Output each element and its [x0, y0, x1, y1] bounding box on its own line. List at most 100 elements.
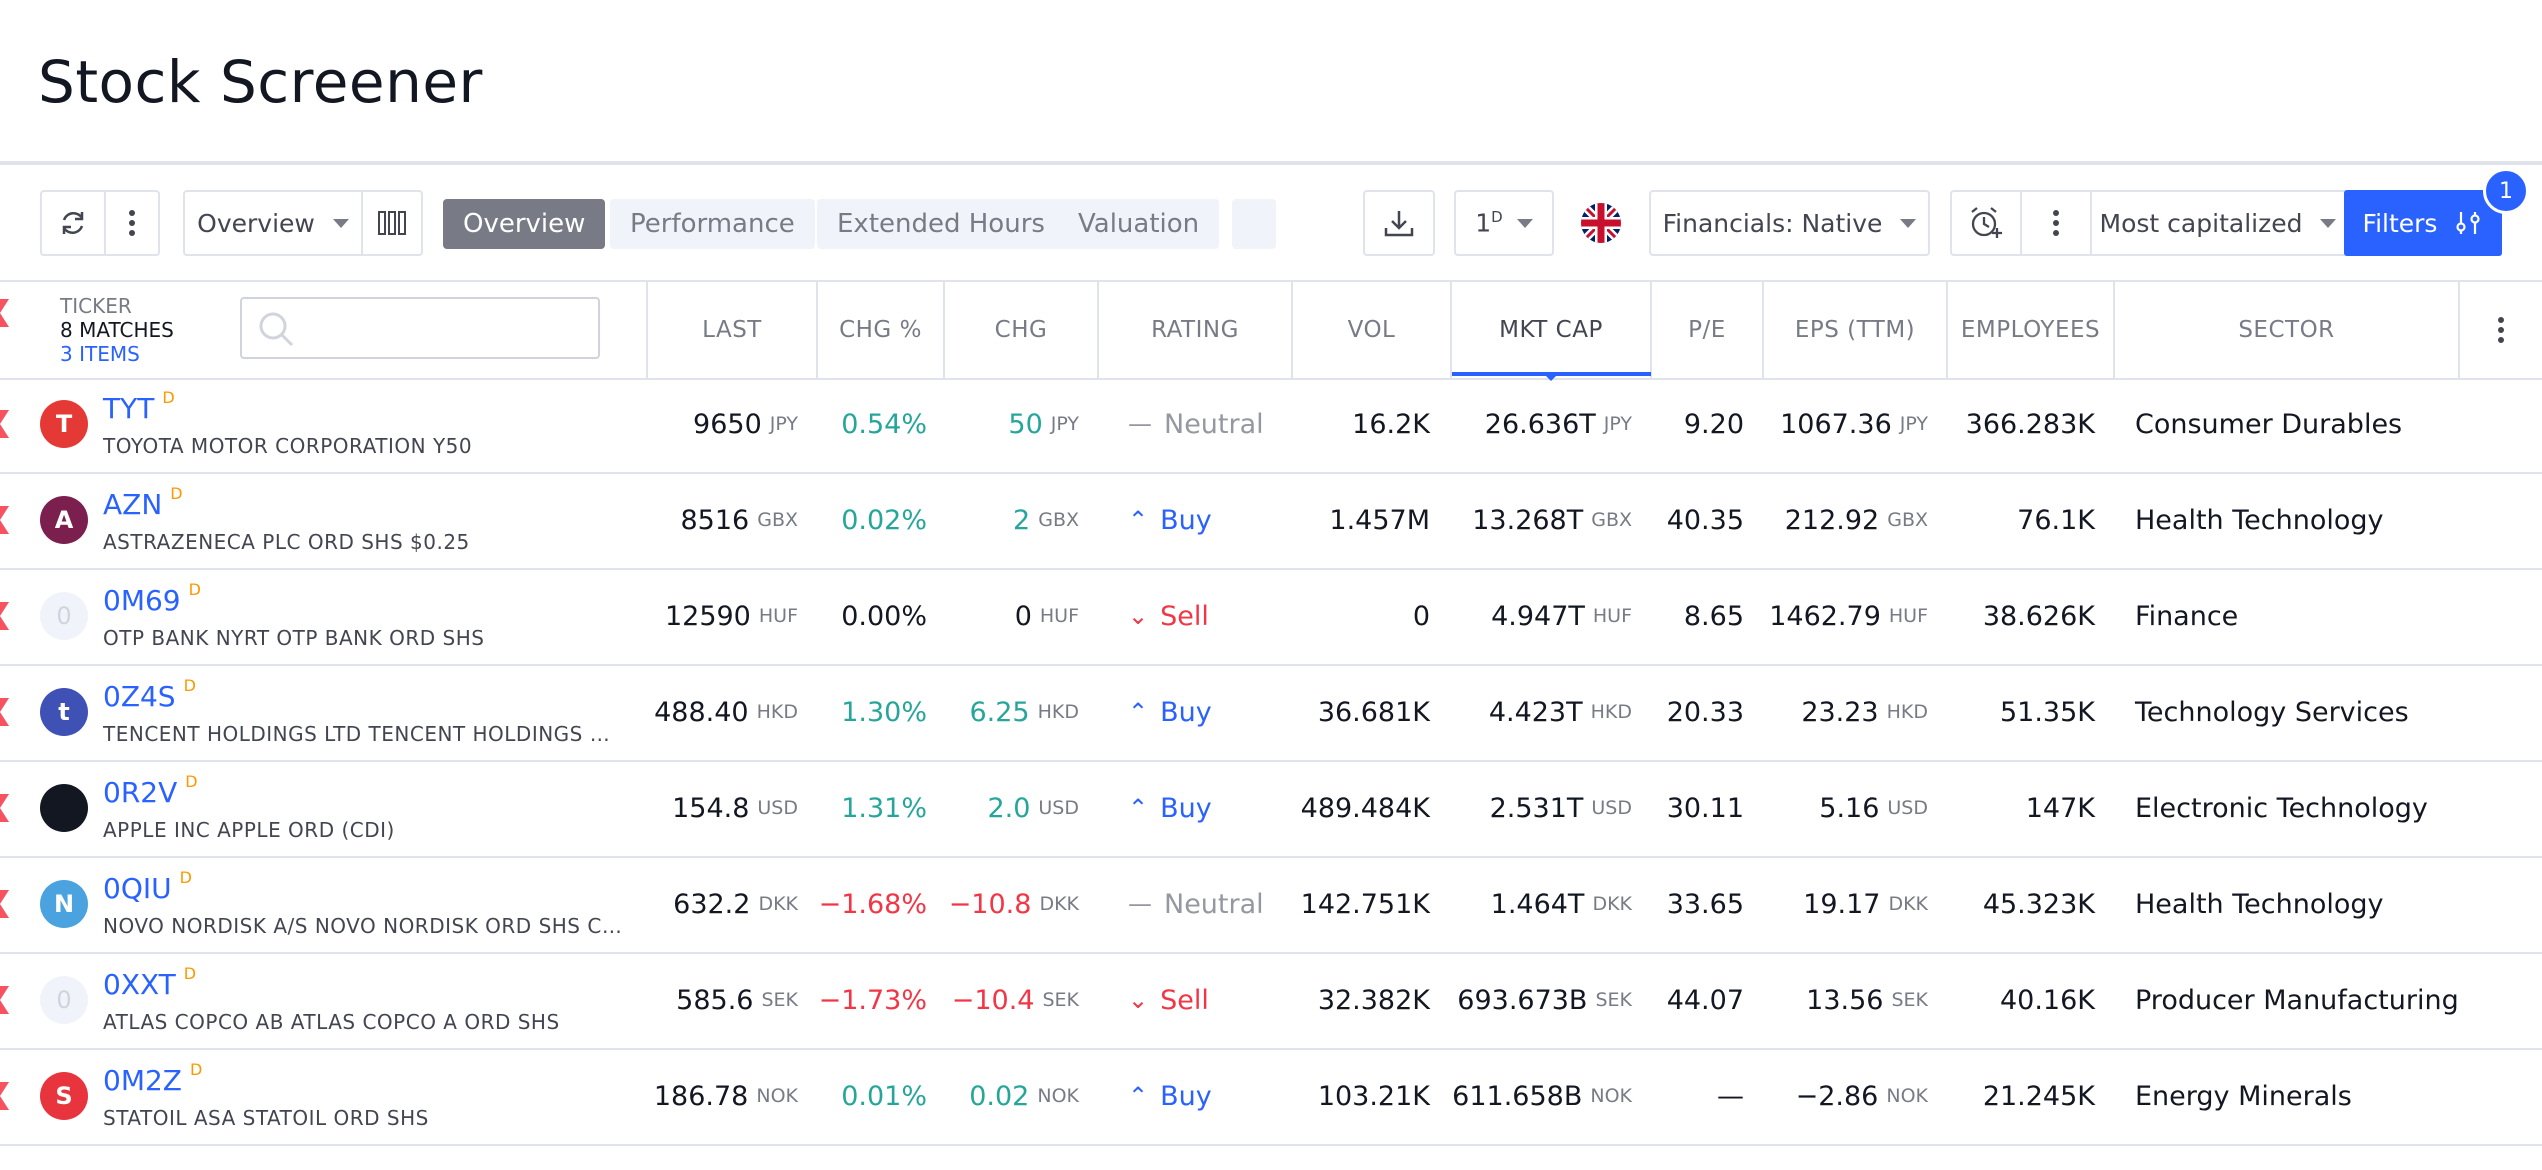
flag-marker-icon[interactable] [0, 602, 9, 630]
flag-marker-icon[interactable] [0, 794, 9, 822]
more-options-button[interactable] [104, 190, 160, 256]
ticker-symbol-link[interactable]: AZN D [103, 484, 183, 521]
tab-extended-hours[interactable]: Extended Hours [817, 199, 1065, 249]
table-row[interactable]: 0 0M69 D OTP BANK NYRT OTP BANK ORD SHS 1… [0, 568, 2542, 666]
col-eps[interactable]: EPS (TTM) [1764, 282, 1948, 378]
eps-value: 23.23 [1801, 696, 1879, 728]
filters-button[interactable]: Filters [2344, 190, 2502, 256]
ticker-symbol-link[interactable]: 0R2V D [103, 772, 198, 809]
table-row[interactable]: T TYT D TOYOTA MOTOR CORPORATION Y50 9650… [0, 376, 2542, 474]
currency: GBX [1038, 509, 1079, 531]
financials-select[interactable]: Financials: Native [1649, 190, 1930, 256]
currency: HKD [756, 701, 798, 723]
currency: GBX [1887, 509, 1928, 531]
employees: 147K [2025, 792, 2095, 824]
delay-flag: D [179, 868, 192, 887]
delay-flag: D [162, 388, 175, 407]
flag-marker-icon[interactable] [0, 890, 9, 918]
flag-marker-icon[interactable] [0, 986, 9, 1014]
dash-icon: — [1128, 410, 1152, 438]
ticker-symbol-link[interactable]: 0QIU D [103, 868, 192, 905]
employees: 45.323K [1982, 888, 2095, 920]
financials-label: Financials: Native [1662, 208, 1883, 238]
table-row[interactable]: A AZN D ASTRAZENECA PLC ORD SHS $0.25 851… [0, 472, 2542, 570]
col-rating[interactable]: RATING [1099, 282, 1293, 378]
flag-marker-icon[interactable] [0, 698, 9, 726]
change-value: 2 GBX [945, 472, 1079, 568]
interval-select[interactable]: 1D [1454, 190, 1554, 256]
table-row[interactable]: t 0Z4S D TENCENT HOLDINGS LTD TENCENT HOL… [0, 664, 2542, 762]
ticker-symbol-link[interactable]: 0XXT D [103, 964, 197, 1001]
flag-marker-icon[interactable] [0, 410, 9, 438]
eps-ttm: 13.56 SEK [1764, 952, 1928, 1048]
refresh-button[interactable] [40, 190, 106, 256]
alert-options-button[interactable] [2020, 190, 2092, 256]
columns-button[interactable] [361, 190, 423, 256]
eps-value: 5.16 [1819, 792, 1880, 824]
column-settings-button[interactable] [2460, 282, 2542, 378]
ticker-search-input[interactable] [240, 297, 600, 359]
rating: ⌄ Sell [1128, 568, 1298, 664]
view-select[interactable]: Overview [183, 190, 363, 256]
currency: HKD [1037, 701, 1079, 723]
download-button[interactable] [1363, 190, 1435, 256]
ticker-symbol-link[interactable]: TYT D [103, 388, 175, 425]
ticker-symbol-link[interactable]: 0Z4S D [103, 676, 196, 713]
chevron-down-icon [2320, 218, 2337, 228]
rating-label: Buy [1160, 1080, 1212, 1112]
col-sector[interactable]: SECTOR [2115, 282, 2460, 378]
eps-ttm: 1462.79 HUF [1764, 568, 1928, 664]
page-title: Stock Screener [38, 48, 483, 116]
tab-overview[interactable]: Overview [443, 199, 606, 249]
col-employees[interactable]: EMPLOYEES [1948, 282, 2115, 378]
last-price: 585.6 SEK [648, 952, 798, 1048]
change-amount: 0.02 [969, 1080, 1030, 1112]
table-row[interactable]: N 0QIU D NOVO NORDISK A/S NOVO NORDISK OR… [0, 856, 2542, 954]
currency: HUF [1888, 605, 1928, 627]
rating-label: Buy [1160, 792, 1212, 824]
col-chg-pct[interactable]: CHG % [818, 282, 945, 378]
company-logo-icon: 0 [40, 976, 88, 1024]
last-value: 488.40 [654, 696, 749, 728]
col-pe[interactable]: P/E [1652, 282, 1764, 378]
flag-marker-icon[interactable] [0, 506, 9, 534]
currency: USD [1038, 797, 1079, 819]
table-row[interactable]: 0R2V D APPLE INC APPLE ORD (CDI) 154.8 USD… [0, 760, 2542, 858]
view-select-label: Overview [197, 208, 315, 238]
company-name: TOYOTA MOTOR CORPORATION Y50 [103, 434, 473, 458]
more-tabs-button[interactable] [1232, 199, 1276, 249]
eps-value: 13.56 [1806, 984, 1884, 1016]
tab-valuation[interactable]: Valuation [1058, 199, 1220, 249]
col-vol[interactable]: VOL [1293, 282, 1452, 378]
change-value: 6.25 HKD [945, 664, 1079, 760]
volume: 103.21K [1317, 1080, 1430, 1112]
tab-performance[interactable]: Performance [610, 199, 815, 249]
columns-icon [378, 211, 406, 235]
market-cap: 4.423T HKD [1452, 664, 1632, 760]
ticker-symbol-link[interactable]: 0M69 D [103, 580, 201, 617]
download-icon [1384, 211, 1414, 237]
currency: GBX [1591, 509, 1632, 531]
rating: — Neutral [1128, 376, 1298, 472]
sort-preset-select[interactable]: Most capitalized [2090, 190, 2346, 256]
company-name: ASTRAZENECA PLC ORD SHS $0.25 [103, 530, 470, 554]
col-chg[interactable]: CHG [945, 282, 1099, 378]
company-logo-icon: N [40, 880, 88, 928]
add-alert-button[interactable] [1950, 190, 2022, 256]
ticker-header[interactable]: TICKER 8 MATCHES 3 ITEMS [60, 294, 174, 366]
col-mkt-cap[interactable]: MKT CAP [1452, 282, 1652, 378]
pe-ratio: — [1717, 1080, 1744, 1112]
rating: ⌃ Buy [1128, 760, 1298, 856]
table-row[interactable]: 0 0XXT D ATLAS COPCO AB ATLAS COPCO A ORD… [0, 952, 2542, 1050]
table-row[interactable]: S 0M2Z D STATOIL ASA STATOIL ORD SHS 186.… [0, 1048, 2542, 1146]
col-last[interactable]: LAST [648, 282, 818, 378]
ticker-symbol-link[interactable]: 0M2Z D [103, 1060, 203, 1097]
sector: Consumer Durables [2135, 408, 2403, 440]
uk-flag-icon[interactable] [1581, 203, 1621, 243]
market-cap: 26.636T JPY [1452, 376, 1632, 472]
items-count[interactable]: 3 ITEMS [60, 342, 140, 366]
flag-marker-icon[interactable] [0, 1082, 9, 1110]
market-cap: 693.673B SEK [1452, 952, 1632, 1048]
market-cap: 13.268T GBX [1452, 472, 1632, 568]
rating: ⌃ Buy [1128, 1048, 1298, 1144]
